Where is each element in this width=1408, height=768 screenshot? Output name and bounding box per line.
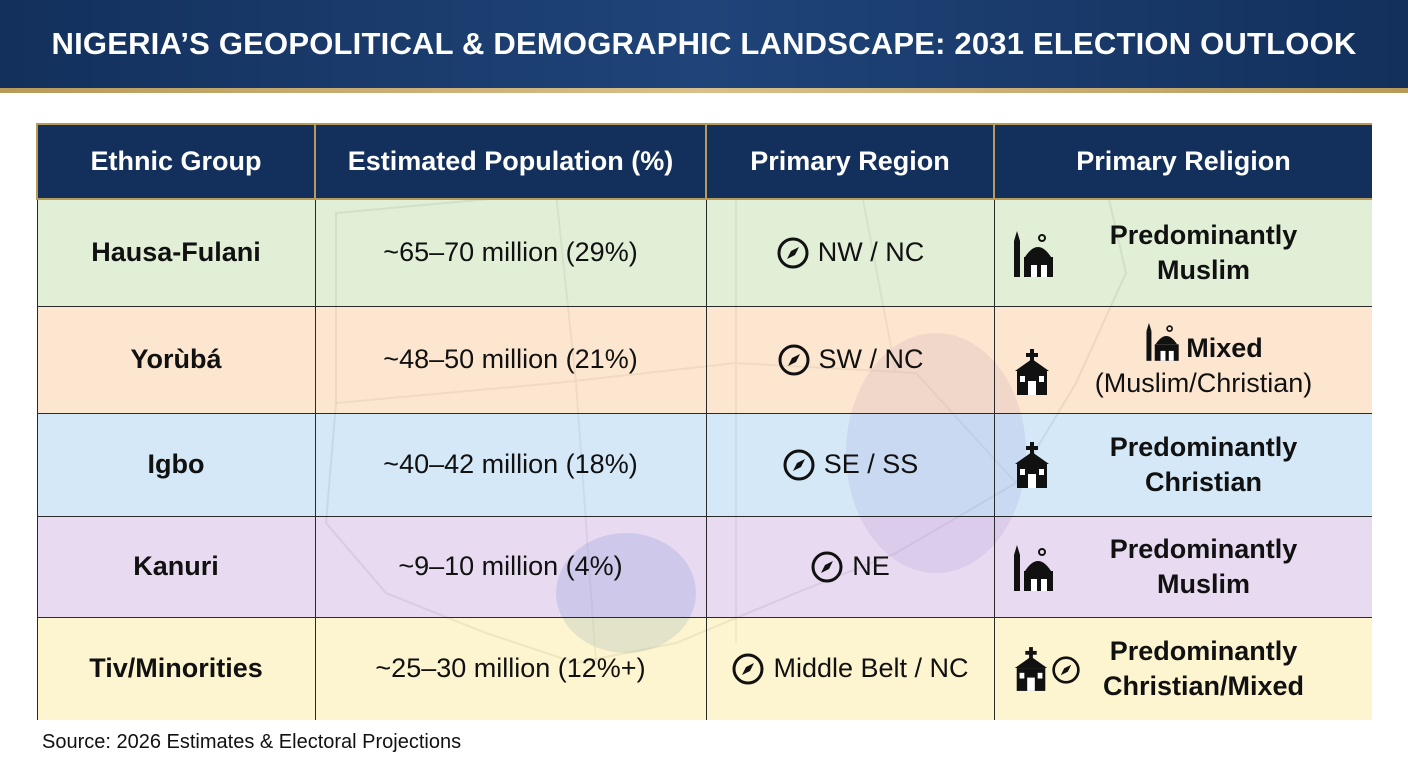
cell-region: Middle Belt / NC [705, 616, 995, 720]
page-title: NIGERIA’S GEOPOLITICAL & DEMOGRAPHIC LAN… [51, 26, 1357, 61]
ethnic-table-container: Ethnic Group Estimated Population (%) Pr… [36, 123, 1372, 720]
church-icon [1014, 349, 1049, 396]
compass-icon [778, 344, 809, 375]
table-row: Yorùbá ~48–50 million (21%) SW / NC [36, 305, 1372, 414]
religion-line2: Christian/Mixed [1102, 670, 1305, 701]
compass-icon [783, 449, 815, 480]
region-label: NW / NC [817, 237, 925, 268]
cell-religion: Predominantly Muslim [993, 515, 1372, 618]
cell-religion: Predominantly Christian/Mixed [993, 616, 1372, 720]
cell-population: ~25–30 million (12%+) [314, 616, 707, 720]
mosque-icon [1013, 544, 1053, 591]
cell-group: Yorùbá [36, 305, 316, 414]
cell-population: ~65–70 million (29%) [314, 198, 707, 307]
title-banner: NIGERIA’S GEOPOLITICAL & DEMOGRAPHIC LAN… [0, 0, 1408, 88]
region-label: SE / SS [823, 449, 919, 479]
table-row: Igbo ~40–42 million (18%) SE / SS [36, 412, 1372, 517]
column-header-population: Estimated Population (%) [314, 123, 707, 200]
compass-icon [732, 653, 764, 684]
region-label: NE [852, 551, 890, 581]
cell-population: ~40–42 million (18%) [314, 412, 707, 517]
table-row: Hausa-Fulani ~65–70 million (29%) NW / N… [36, 198, 1372, 307]
source-note: Source: 2026 Estimates & Electoral Proje… [42, 731, 462, 753]
region-label: SW / NC [818, 344, 924, 374]
religion-line2: Muslim [1156, 254, 1250, 285]
cell-region: SE / SS [705, 412, 995, 517]
church-icon [1014, 646, 1047, 691]
mosque-icon [1013, 230, 1053, 277]
church-icon [1014, 441, 1049, 488]
table-header-row: Ethnic Group Estimated Population (%) Pr… [36, 123, 1372, 200]
demographic-table: Ethnic Group Estimated Population (%) Pr… [36, 123, 1372, 720]
cell-region: NW / NC [705, 198, 995, 307]
religion-line2: Muslim [1156, 568, 1250, 599]
religion-line1: Predominantly [1109, 533, 1298, 564]
column-header-religion: Primary Religion [993, 123, 1372, 200]
column-header-ethnic-group: Ethnic Group [36, 123, 316, 200]
cell-population: ~9–10 million (4%) [314, 515, 707, 618]
table-row: Kanuri ~9–10 million (4%) NE [36, 515, 1372, 618]
religion-line1: Predominantly [1109, 431, 1298, 462]
cell-religion: Predominantly Muslim [993, 198, 1372, 307]
cell-population: ~48–50 million (21%) [314, 305, 707, 414]
religion-line2: (Muslim/Christian) [1094, 367, 1313, 398]
religion-line1: Mixed [1186, 332, 1263, 363]
religion-line1: Predominantly [1109, 635, 1298, 666]
cell-religion: Mixed (Muslim/Christian) [993, 305, 1372, 414]
cell-region: SW / NC [705, 305, 995, 414]
cell-religion: Predominantly Christian [993, 412, 1372, 517]
religion-line1: Predominantly [1109, 219, 1298, 250]
compass-icon [1051, 655, 1080, 684]
mosque-icon [1146, 322, 1179, 361]
cell-group: Hausa-Fulani [36, 198, 316, 307]
cell-group: Tiv/Minorities [36, 616, 316, 720]
compass-icon [777, 237, 809, 269]
table-row: Tiv/Minorities ~25–30 million (12%+) Mid… [36, 616, 1372, 720]
region-label: Middle Belt / NC [773, 653, 969, 683]
column-header-region: Primary Region [705, 123, 995, 200]
religion-line2: Christian [1144, 466, 1262, 497]
cell-region: NE [705, 515, 995, 618]
cell-group: Igbo [36, 412, 316, 517]
cell-group: Kanuri [36, 515, 316, 618]
gold-divider [0, 88, 1408, 93]
compass-icon [811, 551, 843, 582]
